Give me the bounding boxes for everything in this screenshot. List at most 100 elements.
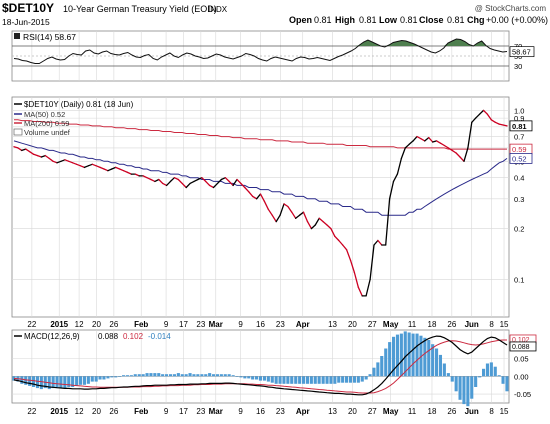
x-tick-label-23: 15 bbox=[500, 320, 509, 329]
price-segment-124 bbox=[494, 121, 500, 125]
macd-histogram-bar-74 bbox=[302, 376, 306, 384]
price-segment-8 bbox=[40, 154, 46, 158]
chart-description: 10-Year German Treasury Yield (EOD) bbox=[63, 4, 217, 14]
price-segment-126 bbox=[502, 124, 508, 127]
macd-histogram-bar-92 bbox=[372, 367, 376, 377]
macd-histogram-bar-112 bbox=[450, 376, 454, 382]
price-segment-25 bbox=[107, 168, 113, 172]
macd-histogram-bar-81 bbox=[329, 376, 333, 384]
macd-x-tick-label-11: 16 bbox=[256, 407, 265, 416]
price-segment-119 bbox=[475, 113, 481, 119]
price-segment-50 bbox=[205, 180, 211, 187]
open-label: Open bbox=[289, 15, 312, 25]
macd-histogram-bar-60 bbox=[247, 376, 251, 379]
macd-histogram-bar-44 bbox=[184, 374, 188, 377]
price-last-value-0: 0.81 bbox=[512, 122, 527, 131]
price-segment-1 bbox=[13, 146, 19, 149]
macd-histogram-bar-59 bbox=[243, 376, 247, 379]
macd-histogram-bar-122 bbox=[489, 362, 493, 377]
macd-histogram-bar-126 bbox=[505, 376, 509, 392]
macd-histogram-bar-91 bbox=[368, 374, 372, 377]
macd-x-tick-label-17: May bbox=[383, 407, 399, 416]
macd-histogram-bar-72 bbox=[294, 376, 298, 384]
price-segment-111 bbox=[443, 144, 449, 149]
macd-histogram-bar-22 bbox=[98, 376, 102, 380]
price-segment-16 bbox=[72, 162, 78, 165]
price-segment-60 bbox=[244, 186, 250, 193]
price-segment-84 bbox=[338, 239, 344, 246]
macd-last-box-1 bbox=[509, 341, 537, 352]
macd-x-tick-label-19: 18 bbox=[428, 407, 437, 416]
price-segment-109 bbox=[435, 140, 442, 144]
price-segment-23 bbox=[99, 166, 105, 170]
macd-x-tick-label-13: Apr bbox=[296, 407, 310, 416]
x-tick-label-0: 22 bbox=[27, 320, 36, 329]
macd-histogram-bar-27 bbox=[118, 376, 122, 377]
macd-histogram-bar-97 bbox=[392, 336, 396, 377]
x-tick-label-22: 8 bbox=[489, 320, 494, 329]
price-segment-71 bbox=[287, 205, 293, 213]
macd-histogram-bar-86 bbox=[348, 376, 353, 383]
price-segment-67 bbox=[271, 214, 277, 223]
price-y-tick-7: 0.3 bbox=[514, 195, 524, 204]
legend-volume: Volume undef bbox=[24, 128, 71, 137]
macd-histogram-bar-50 bbox=[208, 373, 212, 377]
macd-histogram-bar-20 bbox=[90, 376, 94, 382]
rsi-last-value: 58.67 bbox=[512, 48, 531, 57]
macd-histogram-bar-16 bbox=[75, 376, 79, 386]
ma50-line bbox=[13, 140, 508, 216]
macd-histogram-bar-31 bbox=[133, 374, 137, 377]
macd-histogram-bar-99 bbox=[399, 333, 403, 377]
macd-histogram-bar-116 bbox=[466, 376, 470, 407]
macd-histogram-bar-49 bbox=[204, 374, 208, 377]
macd-histogram-bar-62 bbox=[255, 376, 259, 380]
x-tick-label-5: Feb bbox=[134, 320, 148, 329]
macd-histogram-bar-93 bbox=[376, 362, 380, 377]
price-segment-61 bbox=[248, 191, 254, 198]
price-segment-103 bbox=[412, 135, 418, 142]
macd-histogram-bar-71 bbox=[290, 376, 294, 384]
macd-histogram-bar-73 bbox=[298, 376, 302, 384]
ma200-line bbox=[14, 119, 507, 150]
macd-histogram-bar-14 bbox=[67, 376, 71, 387]
price-segment-24 bbox=[103, 168, 109, 172]
macd-x-tick-label-16: 27 bbox=[368, 407, 377, 416]
x-tick-label-7: 17 bbox=[179, 320, 188, 329]
macd-histogram-bar-101 bbox=[407, 332, 411, 377]
legend-ma200: MA(200) 0.59 bbox=[24, 119, 69, 128]
macd-histogram-bar-17 bbox=[79, 376, 83, 385]
price-segment-100 bbox=[400, 147, 406, 160]
macd-histogram-bar-5 bbox=[32, 376, 36, 387]
legend-price: $DET10Y (Daily) 0.81 (18 Jun) bbox=[24, 100, 134, 109]
macd-histogram-bar-100 bbox=[403, 331, 407, 377]
price-segment-44 bbox=[181, 182, 187, 189]
price-segment-96 bbox=[385, 198, 391, 246]
price-segment-29 bbox=[122, 170, 129, 174]
price-segment-58 bbox=[236, 178, 242, 185]
chart-date: 18-Jun-2015 bbox=[2, 17, 50, 27]
chart-symbol: $DET10Y bbox=[2, 1, 54, 15]
macd-histogram-bar-79 bbox=[321, 376, 325, 384]
chg-value: +0.00 (+0.00%) bbox=[486, 15, 548, 25]
macd-histogram-bar-117 bbox=[470, 376, 474, 399]
low-value: 0.81 bbox=[400, 15, 418, 25]
price-segment-81 bbox=[326, 224, 332, 230]
price-segment-68 bbox=[275, 214, 281, 223]
price-segment-92 bbox=[369, 244, 375, 281]
macd-histogram-bar-114 bbox=[458, 376, 462, 400]
macd-histogram-bar-87 bbox=[352, 376, 357, 383]
price-segment-39 bbox=[162, 182, 168, 187]
high-label: High bbox=[335, 15, 355, 25]
macd-x-tick-label-14: 13 bbox=[328, 407, 337, 416]
macd-histogram-bar-30 bbox=[129, 375, 133, 377]
macd-x-tick-label-4: 26 bbox=[109, 407, 118, 416]
price-segment-32 bbox=[134, 173, 140, 177]
macd-x-tick-label-22: 8 bbox=[489, 407, 494, 416]
price-segment-107 bbox=[428, 136, 434, 143]
macd-histogram-bar-111 bbox=[446, 373, 450, 377]
price-segment-106 bbox=[424, 136, 430, 142]
price-segment-5 bbox=[29, 151, 35, 155]
price-segment-76 bbox=[306, 220, 313, 230]
macd-histogram-bar-0 bbox=[12, 376, 16, 381]
